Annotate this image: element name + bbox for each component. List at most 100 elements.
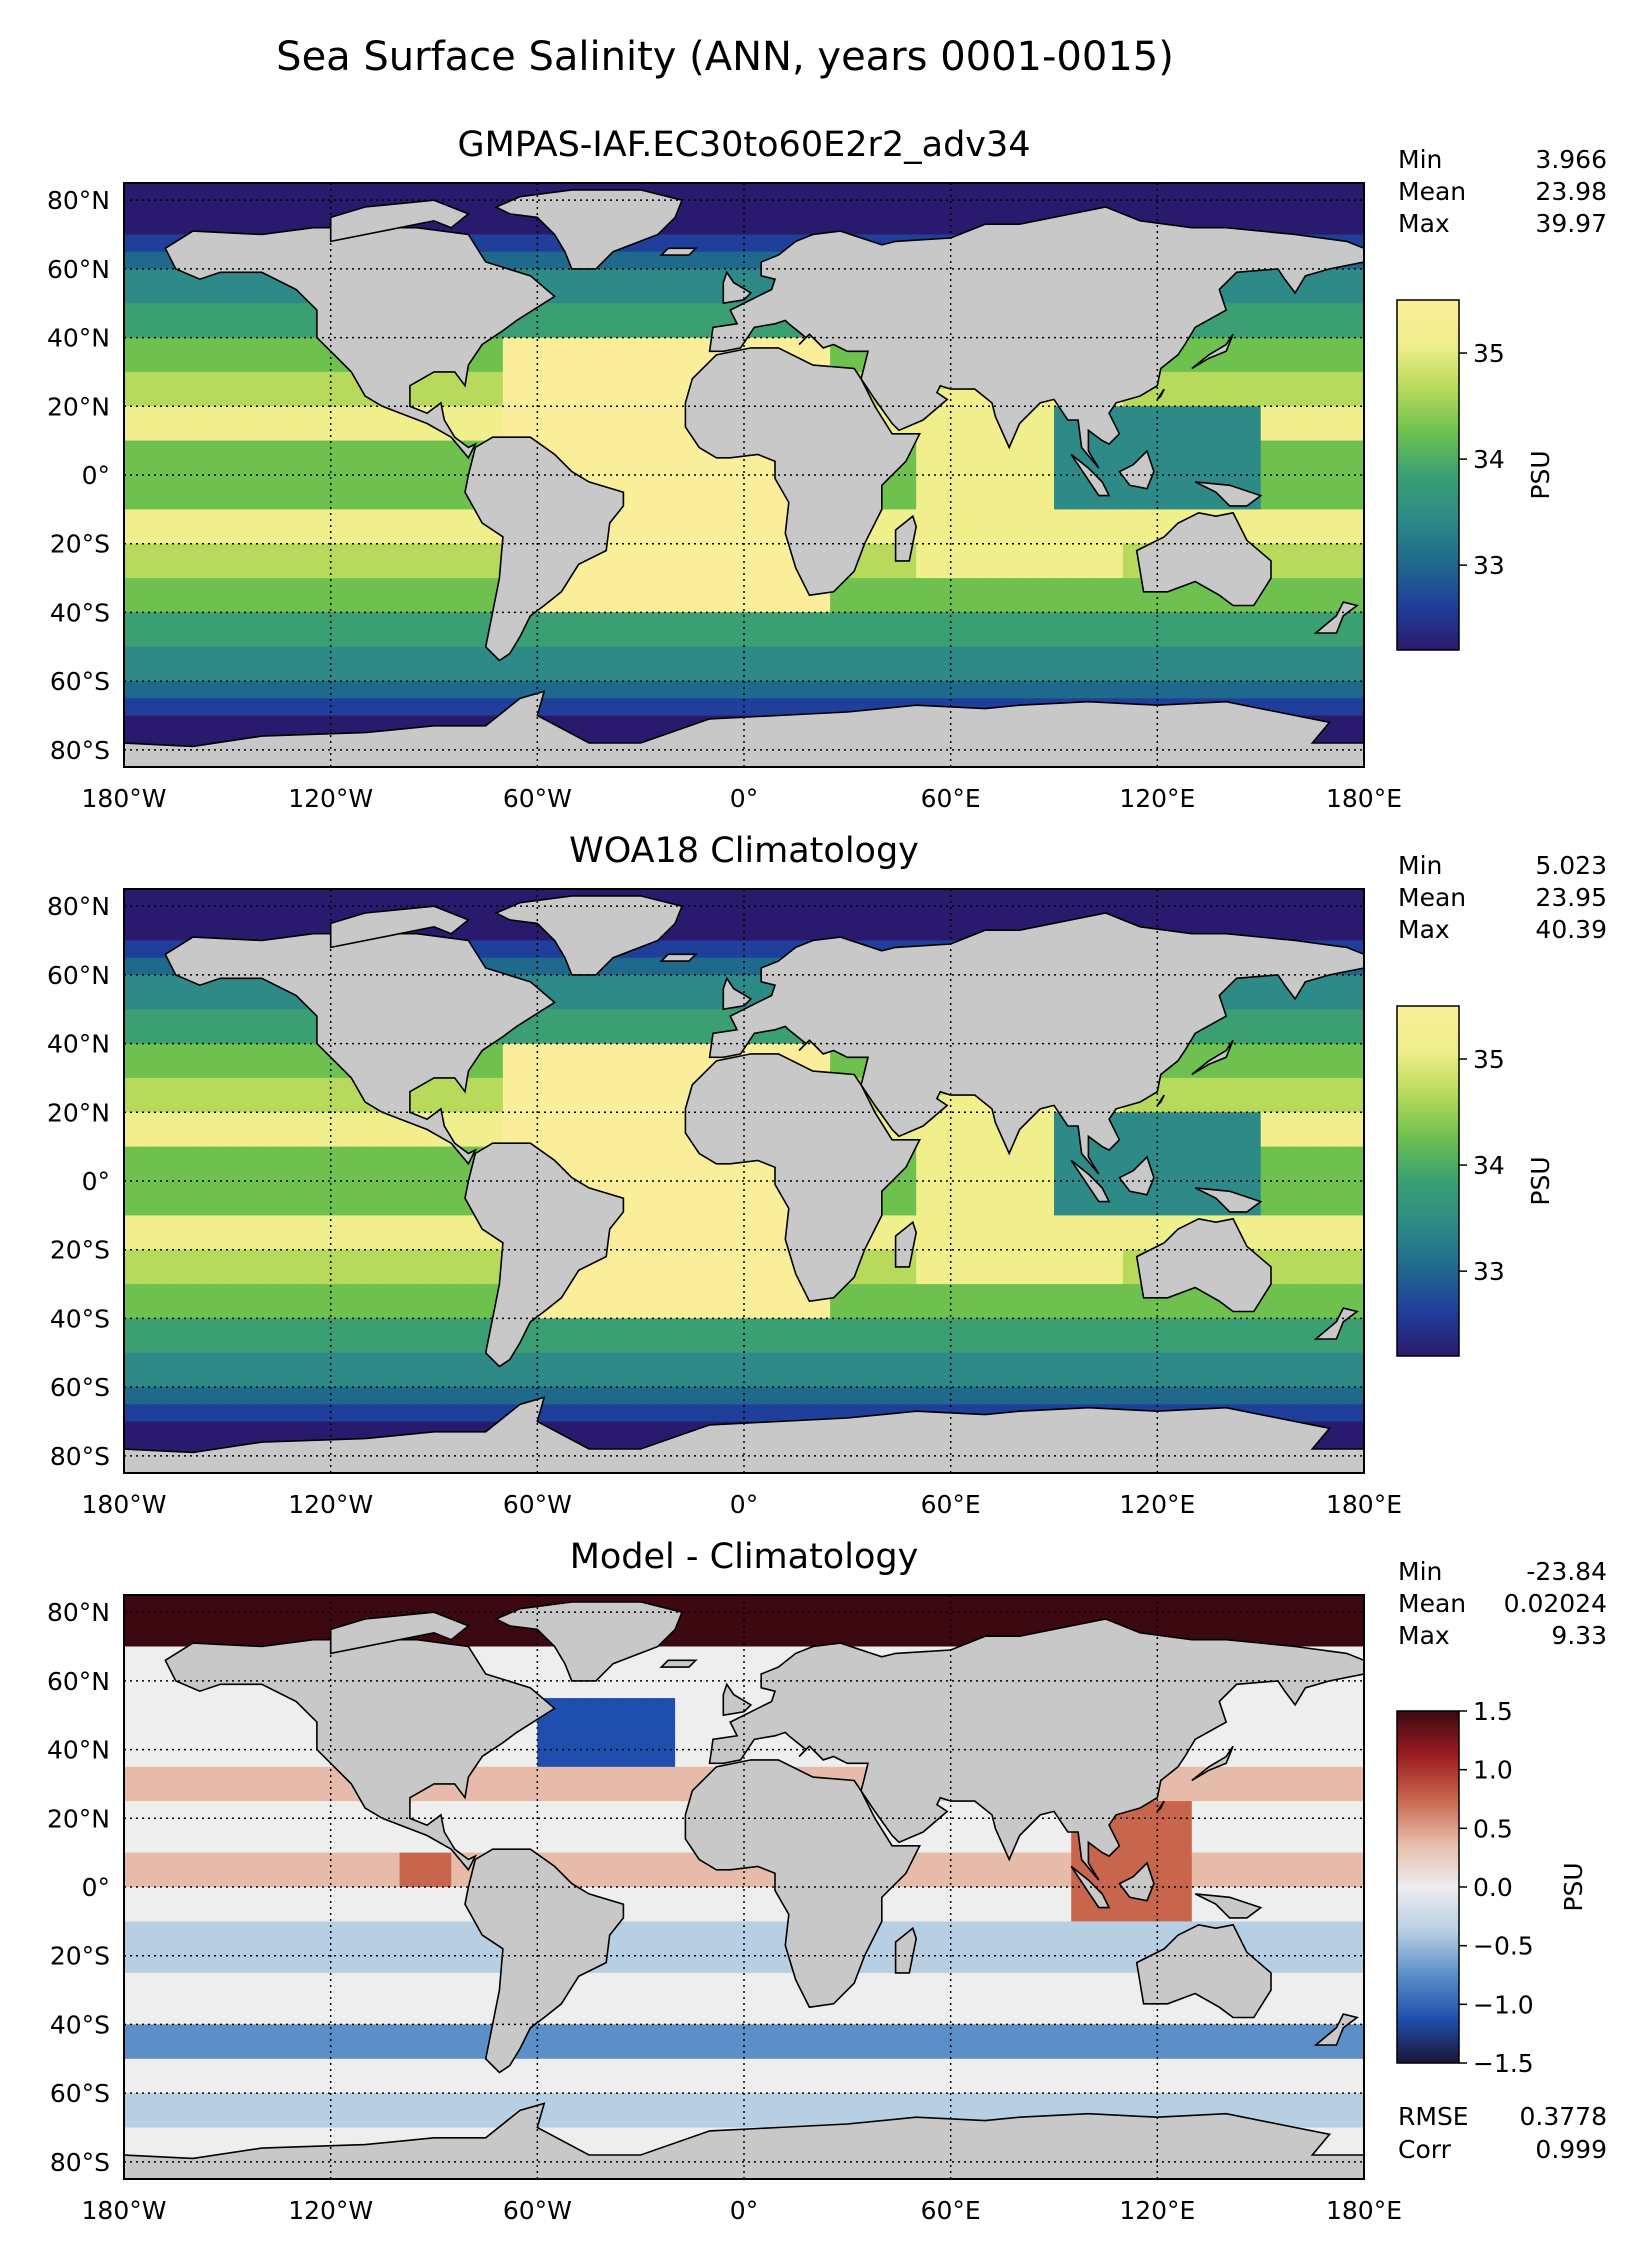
- stat-value: 39.97: [1535, 209, 1607, 238]
- stat-value: 0.02024: [1504, 1589, 1607, 1618]
- land-mass: [1135, 511, 1272, 607]
- stat-value: 23.98: [1535, 177, 1607, 206]
- land-mass: [1191, 1745, 1234, 1782]
- land-mass: [722, 976, 753, 1011]
- lat-tick-label: 80°N: [47, 1598, 110, 1627]
- lat-tick-label: 20°N: [47, 392, 110, 421]
- stat-value: 5.023: [1535, 851, 1607, 880]
- lat-tick-label: 40°N: [47, 1736, 110, 1765]
- stat-value: 9.33: [1551, 1621, 1607, 1650]
- lat-tick-label: 60°S: [50, 2079, 110, 2108]
- lon-tick-label: 60°E: [921, 784, 981, 813]
- lon-tick-label: 0°: [730, 1490, 758, 1519]
- land-mass: [684, 1759, 921, 2009]
- lon-tick-label: 120°W: [288, 1490, 373, 1519]
- lon-tick-label: 180°W: [82, 2196, 167, 2225]
- land-mass: [722, 1682, 753, 1717]
- land-mass: [1194, 1893, 1263, 1919]
- panel-title: GMPAS-IAF.EC30to60E2r2_adv34: [457, 125, 1030, 165]
- lon-tick-label: 60°E: [921, 2196, 981, 2225]
- panel-title: WOA18 Climatology: [569, 831, 919, 871]
- map-frame: [123, 888, 1365, 1474]
- figure-suptitle: Sea Surface Salinity (ANN, years 0001-00…: [276, 34, 1174, 80]
- stat-label: Max: [1398, 209, 1450, 238]
- land-mass: [1194, 481, 1263, 507]
- colorbar-tick-label: 33: [1473, 1257, 1505, 1286]
- lon-tick-label: 120°E: [1119, 1490, 1195, 1519]
- land-mass: [329, 199, 470, 243]
- land-mass: [164, 226, 556, 460]
- map-field: [124, 889, 1364, 1473]
- stat-label: RMSE: [1398, 2102, 1469, 2131]
- stat-value: 0.999: [1535, 2135, 1607, 2164]
- stat-value: 0.3778: [1520, 2102, 1607, 2131]
- colorbar-tick-label: −0.5: [1473, 1932, 1534, 1961]
- lat-tick-label: 0°: [82, 1167, 110, 1196]
- land-mass: [1156, 1800, 1165, 1812]
- lon-tick-label: 0°: [730, 784, 758, 813]
- lat-tick-label: 60°S: [50, 1373, 110, 1402]
- colorbar-tick-label: 33: [1473, 551, 1505, 580]
- lon-tick-label: 60°W: [503, 784, 572, 813]
- land-mass: [1135, 1923, 1272, 2019]
- lon-tick-label: 60°W: [503, 2196, 572, 2225]
- land-mass: [1313, 1307, 1359, 1340]
- colorbar: [1396, 1005, 1460, 1357]
- stat-label: Min: [1398, 1557, 1442, 1586]
- lat-tick-label: 0°: [82, 461, 110, 490]
- lat-tick-label: 80°S: [50, 2148, 110, 2177]
- land-mass: [1118, 1155, 1155, 1196]
- land-mass: [464, 436, 625, 662]
- lat-tick-label: 80°N: [47, 186, 110, 215]
- map-frame: [123, 182, 1365, 768]
- map-field: [124, 183, 1364, 767]
- colorbar-tick-label: 35: [1473, 339, 1505, 368]
- stat-label: Max: [1398, 915, 1450, 944]
- lat-tick-label: 40°N: [47, 324, 110, 353]
- land-mass: [659, 953, 698, 962]
- lat-tick-label: 80°S: [50, 736, 110, 765]
- lon-tick-label: 180°W: [82, 784, 167, 813]
- land-mass: [894, 1926, 918, 1974]
- colorbar: [1396, 299, 1460, 651]
- stat-label: Max: [1398, 1621, 1450, 1650]
- colorbar-tick-label: 1.5: [1473, 1697, 1513, 1726]
- stat-value: 3.966: [1535, 145, 1607, 174]
- land-mass: [684, 347, 921, 597]
- lon-tick-label: 180°W: [82, 1490, 167, 1519]
- colorbar-tick-label: −1.0: [1473, 1990, 1534, 2019]
- lat-tick-label: 0°: [82, 1873, 110, 1902]
- stat-label: Mean: [1398, 177, 1466, 206]
- lon-tick-label: 120°W: [288, 784, 373, 813]
- stat-label: Corr: [1398, 2135, 1452, 2164]
- land-mass: [684, 1053, 921, 1303]
- land-mass: [1313, 2013, 1359, 2046]
- map-panel: WOA18 Climatology 180°W 120°W 60°W 0° 60°E 120…: [47, 831, 1607, 1519]
- land-mass: [1118, 449, 1155, 490]
- land-mass: [1156, 388, 1165, 400]
- map-field: [124, 1595, 1364, 2179]
- land-mass: [164, 932, 556, 1166]
- lat-tick-label: 20°S: [50, 1942, 110, 1971]
- lat-tick-label: 60°N: [47, 1667, 110, 1696]
- map-panel: GMPAS-IAF.EC30to60E2r2_adv34 180°W 120°W 60…: [47, 125, 1607, 813]
- lon-tick-label: 120°W: [288, 2196, 373, 2225]
- land-mass: [494, 895, 684, 976]
- land-mass: [894, 1220, 918, 1268]
- lon-tick-label: 120°E: [1119, 784, 1195, 813]
- land-mass: [659, 247, 698, 256]
- land-mass: [722, 270, 753, 305]
- land-mass: [494, 1601, 684, 1682]
- land-mass: [1191, 333, 1234, 370]
- lon-tick-label: 180°E: [1326, 1490, 1402, 1519]
- lon-tick-label: 60°E: [921, 1490, 981, 1519]
- stat-label: Mean: [1398, 1589, 1466, 1618]
- land-mass: [659, 1659, 698, 1668]
- colorbar: [1396, 1710, 1460, 2064]
- lat-tick-label: 60°N: [47, 255, 110, 284]
- land-mass: [494, 189, 684, 270]
- map-panel: Model - Climatology 180°W 120°W 60°W 0° 60°E 1…: [47, 1537, 1607, 2225]
- land-mass: [1135, 1217, 1272, 1313]
- colorbar-label: PSU: [1526, 1156, 1555, 1205]
- colorbar-label: PSU: [1559, 1862, 1588, 1911]
